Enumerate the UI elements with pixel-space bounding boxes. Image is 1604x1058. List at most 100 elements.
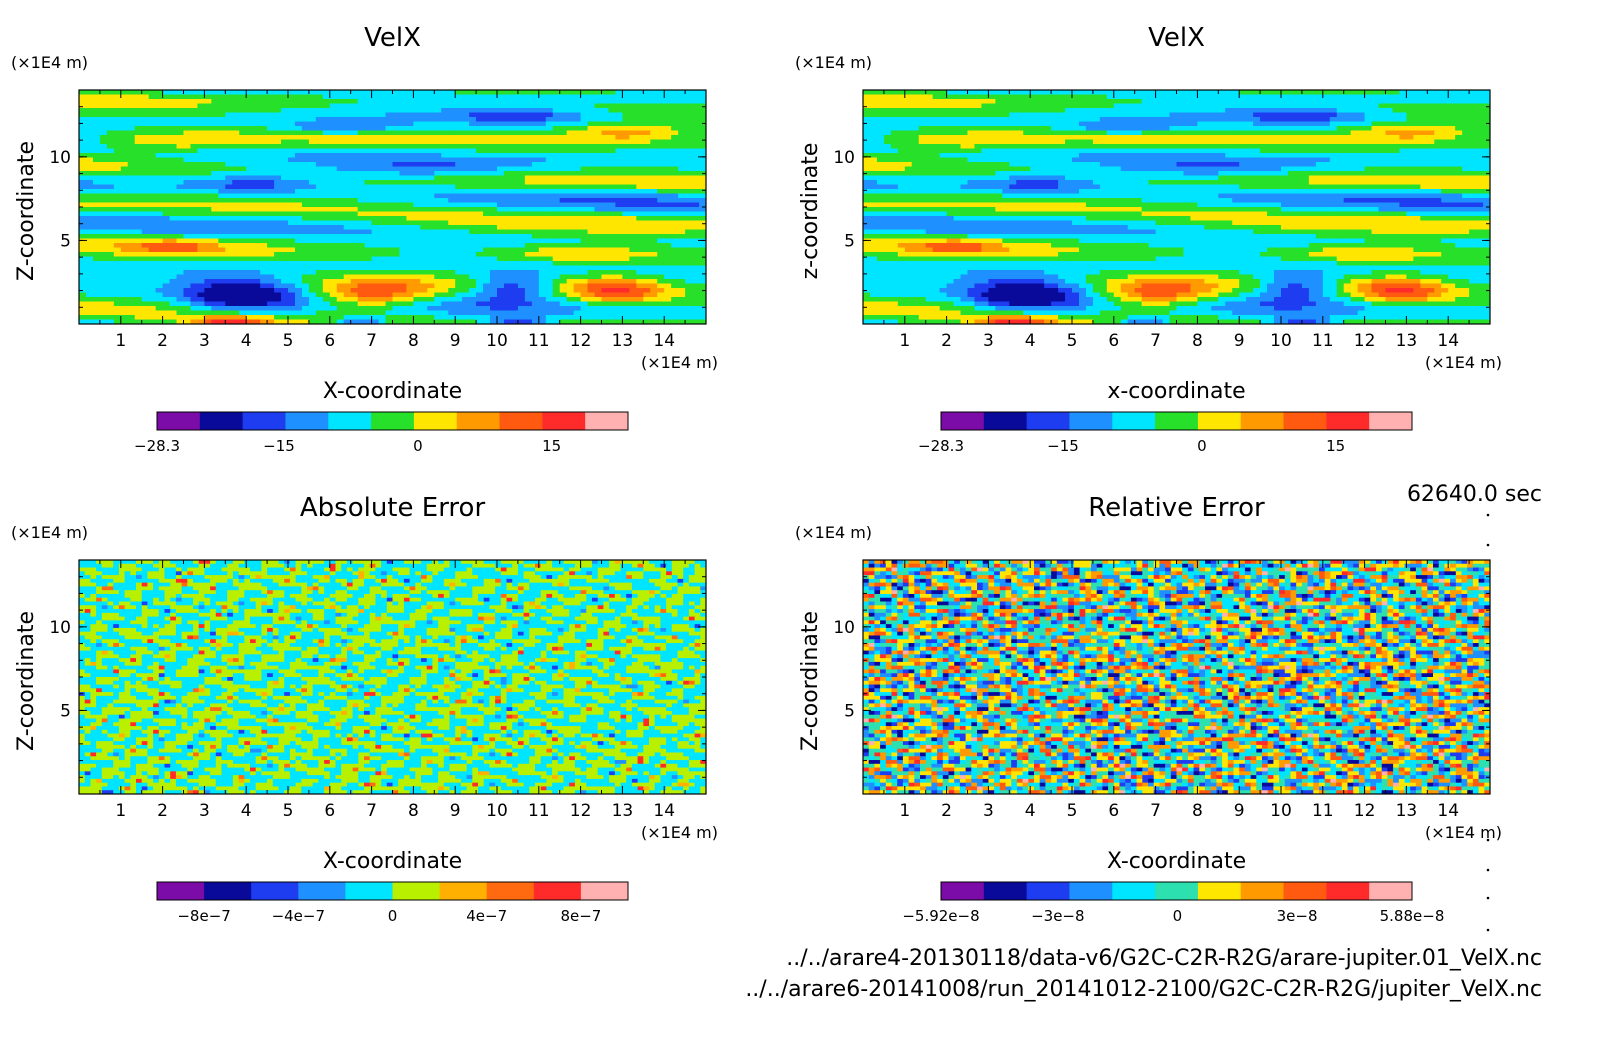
heatmap-cell — [316, 306, 324, 311]
heatmap-cell — [386, 243, 394, 248]
heatmap-cell — [469, 315, 477, 320]
heatmap-cell — [504, 185, 512, 190]
heatmap-cell — [330, 239, 338, 244]
heatmap-cell — [288, 189, 296, 194]
heatmap-cell — [218, 113, 226, 118]
heatmap-cell — [142, 288, 150, 293]
heatmap-cell — [114, 162, 122, 167]
heatmap-cell — [393, 311, 401, 316]
heatmap-cell — [643, 131, 651, 136]
heatmap-cell — [93, 239, 101, 244]
heatmap-cell — [602, 225, 610, 230]
heatmap-cell — [469, 180, 477, 185]
heatmap-cell — [448, 189, 456, 194]
heatmap-cell — [393, 203, 401, 208]
heatmap-cell — [511, 302, 519, 307]
heatmap-cell — [323, 135, 331, 140]
heatmap-cell — [121, 230, 129, 235]
heatmap-cell — [532, 189, 540, 194]
heatmap-cell — [239, 288, 247, 293]
heatmap-cell — [281, 144, 289, 149]
heatmap-cell — [142, 243, 150, 248]
heatmap-cell — [567, 194, 575, 199]
heatmap-cell — [288, 257, 296, 262]
heatmap-cell — [567, 131, 575, 136]
heatmap-cell — [546, 122, 554, 127]
heatmap-cell — [490, 153, 498, 158]
heatmap-cell — [615, 261, 623, 266]
heatmap-cell — [114, 158, 122, 163]
heatmap-cell — [469, 239, 477, 244]
heatmap-cell — [602, 162, 610, 167]
heatmap-cell — [379, 203, 387, 208]
heatmap-cell — [483, 266, 491, 271]
heatmap-cell — [427, 221, 435, 226]
heatmap-cell — [79, 248, 87, 253]
heatmap-cell — [518, 117, 526, 122]
heatmap-cell — [525, 126, 533, 131]
heatmap-cell — [93, 270, 101, 275]
heatmap-cell — [295, 230, 303, 235]
heatmap-cell — [177, 261, 185, 266]
heatmap-cell — [163, 311, 171, 316]
heatmap-cell — [469, 279, 477, 284]
heatmap-cell — [135, 252, 143, 257]
heatmap-cell — [281, 140, 289, 145]
heatmap-cell — [344, 126, 352, 131]
heatmap-cell — [678, 239, 686, 244]
heatmap-cell — [434, 284, 442, 289]
heatmap-cell — [379, 311, 387, 316]
heatmap-cell — [525, 248, 533, 253]
heatmap-cell — [121, 117, 129, 122]
heatmap-cell — [413, 162, 421, 167]
heatmap-cell — [86, 171, 94, 176]
heatmap-cell — [344, 248, 352, 253]
heatmap-cell — [218, 293, 226, 298]
heatmap-cell — [184, 95, 192, 100]
heatmap-cell — [358, 288, 366, 293]
heatmap-cell — [100, 261, 108, 266]
heatmap-cell — [650, 185, 658, 190]
heatmap-cell — [525, 225, 533, 230]
heatmap-cell — [504, 279, 512, 284]
heatmap-cell — [239, 153, 247, 158]
heatmap-cell — [532, 221, 540, 226]
heatmap-cell — [483, 302, 491, 307]
heatmap-cell — [323, 185, 331, 190]
heatmap-cell — [406, 198, 414, 203]
heatmap-cell — [393, 293, 401, 298]
heatmap-cell — [427, 131, 435, 136]
heatmap-cell — [274, 225, 282, 230]
heatmap-cell — [588, 171, 596, 176]
heatmap-cell — [281, 293, 289, 298]
heatmap-cell — [114, 108, 122, 113]
heatmap-cell — [177, 230, 185, 235]
heatmap-cell — [114, 306, 122, 311]
heatmap-cell — [678, 293, 686, 298]
heatmap-cell — [149, 131, 157, 136]
heatmap-cell — [636, 275, 644, 280]
heatmap-cell — [476, 234, 484, 239]
heatmap-cell — [434, 261, 442, 266]
heatmap-cell — [309, 113, 317, 118]
heatmap-cell — [93, 297, 101, 302]
heatmap-cell — [671, 95, 679, 100]
heatmap-cell — [323, 198, 331, 203]
heatmap-cell — [483, 248, 491, 253]
heatmap-cell — [351, 221, 359, 226]
heatmap-cell — [190, 203, 198, 208]
heatmap-cell — [170, 279, 178, 284]
heatmap-cell — [553, 248, 561, 253]
heatmap-cell — [128, 221, 136, 226]
heatmap-cell — [406, 180, 414, 185]
heatmap-cell — [156, 243, 164, 248]
heatmap-cell — [469, 144, 477, 149]
heatmap-cell — [406, 234, 414, 239]
heatmap-cell — [553, 279, 561, 284]
heatmap-cell — [274, 239, 282, 244]
heatmap-cell — [615, 257, 623, 262]
heatmap-cell — [128, 198, 136, 203]
heatmap-cell — [643, 270, 651, 275]
heatmap-cell — [434, 131, 442, 136]
